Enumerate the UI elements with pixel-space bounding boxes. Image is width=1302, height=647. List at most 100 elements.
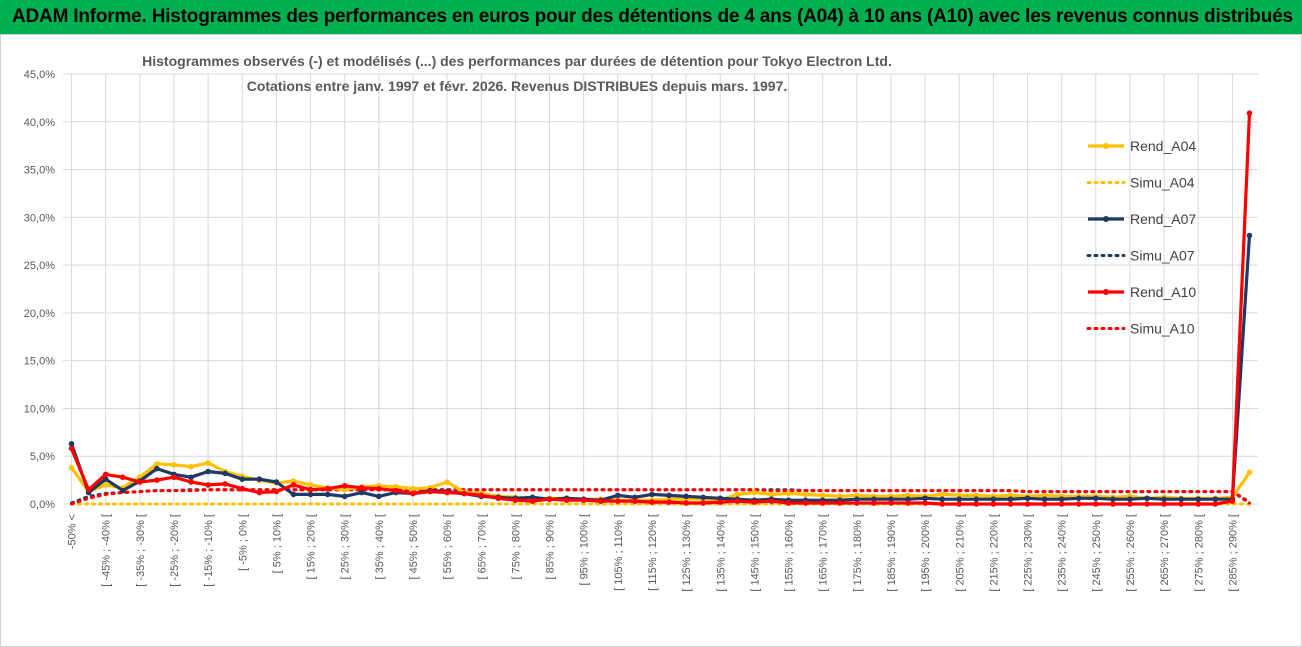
rend-a04-point <box>307 482 314 488</box>
rend-a10-point <box>563 497 570 503</box>
rend-a10-point <box>1110 501 1116 507</box>
x-tick-label: [ 5% ; 10% [ <box>271 514 283 573</box>
x-tick-label: [ 225% ; 230% [ <box>1023 514 1035 592</box>
rend-a07-point <box>256 476 263 482</box>
x-tick-label: [ 245% ; 250% [ <box>1091 514 1103 592</box>
rend-a10-point <box>785 500 792 506</box>
rend-a10-point <box>580 497 587 503</box>
legend-label-simu-a04: Simu_A04 <box>1130 175 1195 191</box>
rend-a10-point <box>1024 501 1031 507</box>
rend-a10-point <box>700 500 706 506</box>
rend-a04-point <box>188 463 194 470</box>
chart-title-line-1: Histogrammes observés (-) et modélisés (… <box>142 53 892 69</box>
rend-a07-point <box>1075 495 1082 502</box>
y-tick-label: 0,0% <box>30 499 55 511</box>
rend-a10-point <box>1178 501 1184 507</box>
rend-a10-point <box>461 490 467 497</box>
rend-a10-point <box>119 474 126 481</box>
rend-a04-point <box>751 489 758 496</box>
rend-a10-point <box>376 485 382 492</box>
rend-a07-point <box>973 496 980 503</box>
rend-a07-point <box>1212 496 1219 503</box>
y-tick-label: 35,0% <box>24 165 55 177</box>
x-tick-label: [ -35% ; -30% [ <box>135 514 147 587</box>
rend-a07-line <box>69 235 1252 502</box>
legend-label-rend-a10: Rend_A10 <box>1130 284 1196 300</box>
rend-a10-point <box>239 485 246 492</box>
rend-a07-point <box>615 492 621 499</box>
rend-a10-point <box>615 498 621 504</box>
rend-a07-point <box>1127 496 1133 503</box>
rend-a07-point <box>358 489 365 496</box>
legend-marker-rend-a10 <box>1103 289 1109 295</box>
rend-a07-point <box>205 468 211 475</box>
rend-a07-point <box>939 496 945 503</box>
y-tick-label: 10,0% <box>24 403 55 415</box>
rend-a10-point <box>819 500 826 506</box>
x-tick-label: [ 105% ; 110% [ <box>613 514 625 591</box>
rend-a10-point <box>393 487 399 494</box>
rend-a10-point <box>290 482 297 488</box>
x-axis: -50% < [ -45% ; -40% [[ -35% ; -30% [[ -2… <box>67 514 1240 592</box>
rend-a10-point <box>444 489 450 496</box>
rend-a10-point <box>836 500 843 506</box>
rend-a10-point <box>1161 501 1167 507</box>
rend-a10-point <box>256 489 263 496</box>
x-tick-label: [ 165% ; 170% [ <box>818 514 830 592</box>
rend-a04-point <box>1246 469 1253 476</box>
rend-a10-point <box>171 474 177 481</box>
page-title: ADAM Informe. Histogrammes des performan… <box>12 6 1293 27</box>
x-tick-label: [ 275% ; 280% [ <box>1193 514 1205 592</box>
y-tick-label: 30,0% <box>24 212 55 224</box>
rend-a10-line <box>70 113 1252 506</box>
rend-a07-point <box>1024 495 1031 502</box>
legend-label-rend-a07: Rend_A07 <box>1130 211 1196 227</box>
rend-a07-point <box>1178 496 1184 503</box>
rend-a07-point <box>700 494 706 501</box>
rend-a10-point <box>1127 501 1133 507</box>
legend-label-simu-a10: Simu_A10 <box>1130 321 1195 337</box>
rend-a10-point <box>546 496 553 503</box>
x-tick-label: [ 55% ; 60% [ <box>442 514 454 579</box>
rend-a10-point <box>358 484 365 491</box>
rend-a04-point <box>68 464 75 471</box>
rend-a07-point <box>222 470 228 477</box>
rend-a10-point <box>188 479 194 485</box>
rend-a07-point <box>290 491 297 498</box>
simu-a10-line <box>70 488 1251 506</box>
rend-a07-point <box>188 474 194 481</box>
rend-a07-point <box>1161 496 1167 503</box>
rend-a04-point <box>802 491 809 498</box>
rend-a10-point <box>888 500 894 506</box>
x-tick-label: [ 75% ; 80% [ <box>510 514 522 579</box>
rend-a10-point <box>973 501 980 507</box>
chart-title-line-2: Cotations entre janv. 1997 et févr. 2026… <box>247 78 788 94</box>
rend-a07-point <box>376 493 382 500</box>
rend-a10-point <box>307 486 314 493</box>
rend-a07-point <box>922 495 928 502</box>
rend-a07-point <box>273 479 280 485</box>
rend-a10-point <box>1229 498 1236 504</box>
x-tick-label: [ 185% ; 190% [ <box>886 514 898 592</box>
legend-marker-rend-a07 <box>1103 216 1109 222</box>
rend-a10-point <box>85 486 92 493</box>
rend-a10-point <box>529 498 536 504</box>
legend-label-simu-a07: Simu_A07 <box>1130 248 1195 264</box>
x-tick-label: [ 85% ; 90% [ <box>545 514 557 579</box>
rend-a10-point <box>751 499 758 505</box>
x-tick-label: [ -15% ; -10% [ <box>203 514 215 587</box>
rend-a10-point <box>410 490 416 497</box>
rend-a10-point <box>102 471 109 478</box>
x-tick-label: [ 235% ; 240% [ <box>1057 514 1069 592</box>
legend-marker-rend-a04 <box>1103 143 1109 149</box>
rend-a10-point <box>939 501 945 507</box>
x-tick-label: [ 35% ; 40% [ <box>374 514 386 579</box>
x-tick-label: [ 265% ; 270% [ <box>1159 514 1171 592</box>
y-axis: 0,0% 5,0% 10,0% 15,0% 20,0% 25,0% 30,0% 35,0% 40… <box>24 69 55 511</box>
x-tick-label: [ 115% ; 120% [ <box>647 514 659 591</box>
x-tick-label: [ 155% ; 160% [ <box>784 514 796 592</box>
rend-a04-point <box>734 491 741 498</box>
rend-a07-point <box>683 493 689 500</box>
x-tick-label: [ 95% ; 100% [ <box>579 514 591 586</box>
